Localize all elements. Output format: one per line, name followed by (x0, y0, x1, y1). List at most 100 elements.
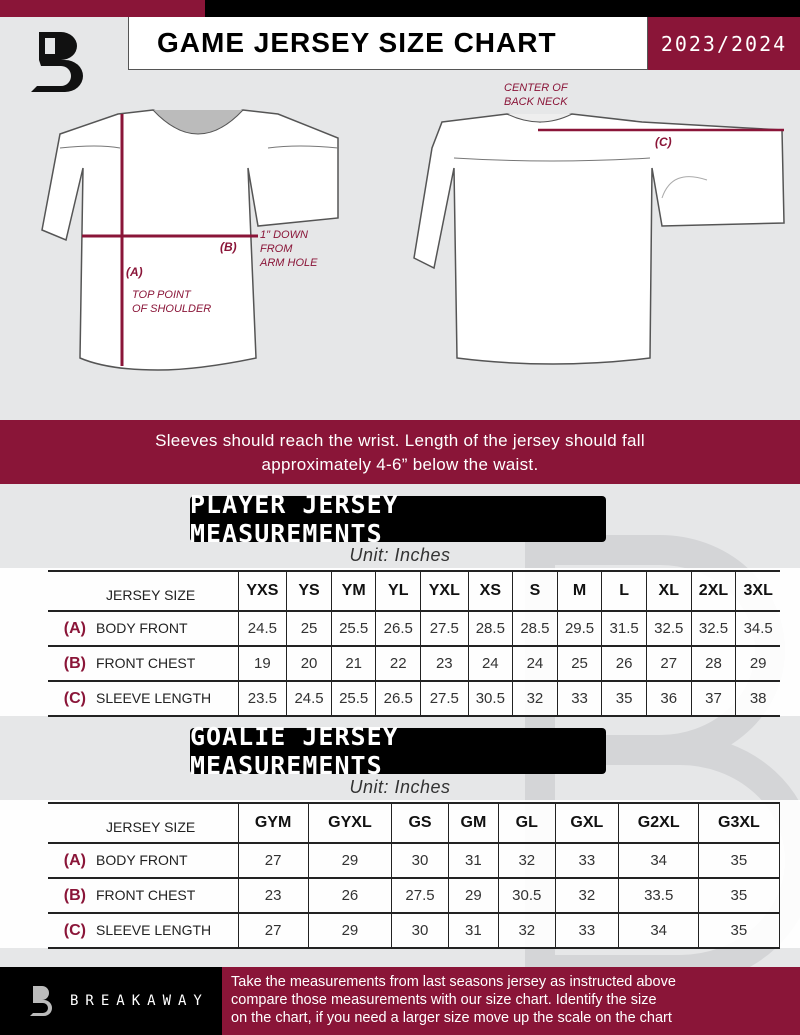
size-column-header: XS (467, 571, 513, 611)
measurement-label: (B) FRONT CHEST (48, 878, 238, 913)
label-c: (C) (655, 135, 672, 149)
size-column-header: GS (391, 803, 449, 843)
footer-line: on the chart, if you need a larger size … (231, 1010, 672, 1026)
measurement-value: 31.5 (601, 611, 647, 646)
measurement-value: 20 (286, 646, 332, 681)
goalie-size-table: JERSEY SIZE GYM GYXL GS GM GL GXL G2XL G3XL (A) B… (48, 802, 780, 949)
measurement-value: 23 (420, 646, 469, 681)
note-line: ARM HOLE (260, 257, 318, 269)
size-column-header: XL (645, 571, 692, 611)
measurement-value: 34 (618, 913, 699, 948)
measurement-value: 34 (618, 843, 699, 878)
measurement-name: SLEEVE LENGTH (96, 921, 212, 938)
size-column-header: M (556, 571, 602, 611)
measurement-value: 25 (286, 611, 332, 646)
measurement-value: 29.5 (556, 611, 602, 646)
size-column-header: GYM (237, 803, 309, 843)
size-column-header: 3XL (735, 571, 780, 611)
label-b: (B) (220, 240, 237, 254)
measurement-value: 33.5 (618, 878, 699, 913)
brand-name: BREAKAWAY (70, 993, 209, 1009)
measurement-value: 25 (556, 646, 602, 681)
measurement-value: 26.5 (375, 681, 421, 716)
size-column-header: GM (447, 803, 499, 843)
measurement-letter: (A) (63, 851, 86, 869)
back-jersey-diagram (413, 113, 785, 365)
measurement-value (778, 878, 780, 913)
measurement-value: 24 (467, 646, 513, 681)
table-row: (A) BODY FRONT 24.5 25 25.5 26.5 27.5 28.5 28.5 2… (48, 611, 780, 646)
measurement-value: 32 (554, 878, 619, 913)
top-accent-bar (0, 0, 205, 17)
measurement-letter: (C) (63, 689, 86, 707)
measurement-value: 26 (307, 878, 392, 913)
size-column-header: GXL (554, 803, 619, 843)
fit-instructions-band: Sleeves should reach the wrist. Length o… (0, 420, 800, 484)
measurement-value: 25.5 (330, 611, 376, 646)
measurement-letter: (A) (63, 619, 86, 637)
note-line: BACK NECK (504, 96, 568, 108)
table-row: (C) SLEEVE LENGTH 27 29 30 31 32 33 34 35 (48, 913, 780, 948)
goalie-unit: Unit: Inches (349, 777, 451, 797)
measurement-value: 32.5 (645, 611, 692, 646)
season-label: 2023/2024 (648, 17, 800, 70)
measurement-value: 23 (237, 878, 309, 913)
measurement-value: 19 (237, 646, 287, 681)
front-jersey-diagram (41, 109, 339, 371)
measurement-value: 29 (307, 843, 392, 878)
measurement-value: 33 (554, 843, 619, 878)
measurement-label: (C) SLEEVE LENGTH (48, 913, 238, 948)
measurement-value: 24.5 (237, 611, 287, 646)
size-header: JERSEY SIZE (106, 819, 196, 835)
measurement-value: 28 (690, 646, 736, 681)
measurement-value: 26.5 (375, 611, 421, 646)
measurement-value: 33 (556, 681, 602, 716)
measurement-value: 30 (391, 843, 449, 878)
goalie-section-title: GOALIE JERSEY MEASUREMENTS (190, 722, 606, 780)
measurement-value: 27.5 (391, 878, 449, 913)
note-line: TOP POINT (132, 289, 191, 301)
measurement-value: 35 (601, 681, 647, 716)
measurement-value: 37 (690, 681, 736, 716)
table-row: (A) BODY FRONT 27 29 30 31 32 33 34 35 (48, 843, 780, 878)
measurement-letter: (C) (63, 921, 86, 939)
measurement-value: 27 (237, 843, 309, 878)
size-column-header: S (512, 571, 558, 611)
measurement-value: 32.5 (690, 611, 736, 646)
note-neck: CENTER OF BACK NECK (504, 81, 568, 109)
size-column-header: GL (497, 803, 556, 843)
measurement-name: SLEEVE LENGTH (96, 689, 212, 706)
measurement-value: 21 (330, 646, 376, 681)
size-column-header (778, 803, 780, 843)
measurement-value: 33 (554, 913, 619, 948)
measurement-letter: (B) (63, 886, 86, 904)
measurement-value: 27.5 (420, 611, 469, 646)
size-column-header: YL (375, 571, 421, 611)
measurement-value: 30.5 (497, 878, 556, 913)
measurement-value: 35 (698, 913, 779, 948)
brand-logo-small (30, 986, 52, 1016)
measurement-value: 25.5 (330, 681, 376, 716)
measurement-value: 27 (645, 646, 692, 681)
measurement-value: 26 (601, 646, 647, 681)
measurement-value: 24.5 (286, 681, 332, 716)
measurement-label: (C) SLEEVE LENGTH (48, 681, 238, 716)
size-header: JERSEY SIZE (106, 587, 196, 603)
measurement-value: 30.5 (467, 681, 513, 716)
measurement-value: 22 (375, 646, 421, 681)
footer-brand: BREAKAWAY (0, 967, 222, 1035)
size-column-header: G3XL (698, 803, 779, 843)
brand-logo (31, 32, 83, 92)
note-armhole: 1" DOWN FROM ARM HOLE (260, 228, 317, 270)
measurement-letter: (B) (63, 654, 86, 672)
measurement-value: 29 (307, 913, 392, 948)
note-line: OF SHOULDER (132, 303, 212, 315)
size-column-header: YXS (237, 571, 287, 611)
measurement-name: BODY FRONT (96, 851, 188, 868)
footer-instructions: Take the measurements from last seasons … (222, 967, 800, 1035)
measurement-value: 29 (735, 646, 780, 681)
measurement-value: 34.5 (735, 611, 780, 646)
measurement-name: FRONT CHEST (96, 886, 196, 903)
measurement-value: 23.5 (237, 681, 287, 716)
measurement-value (778, 843, 780, 878)
